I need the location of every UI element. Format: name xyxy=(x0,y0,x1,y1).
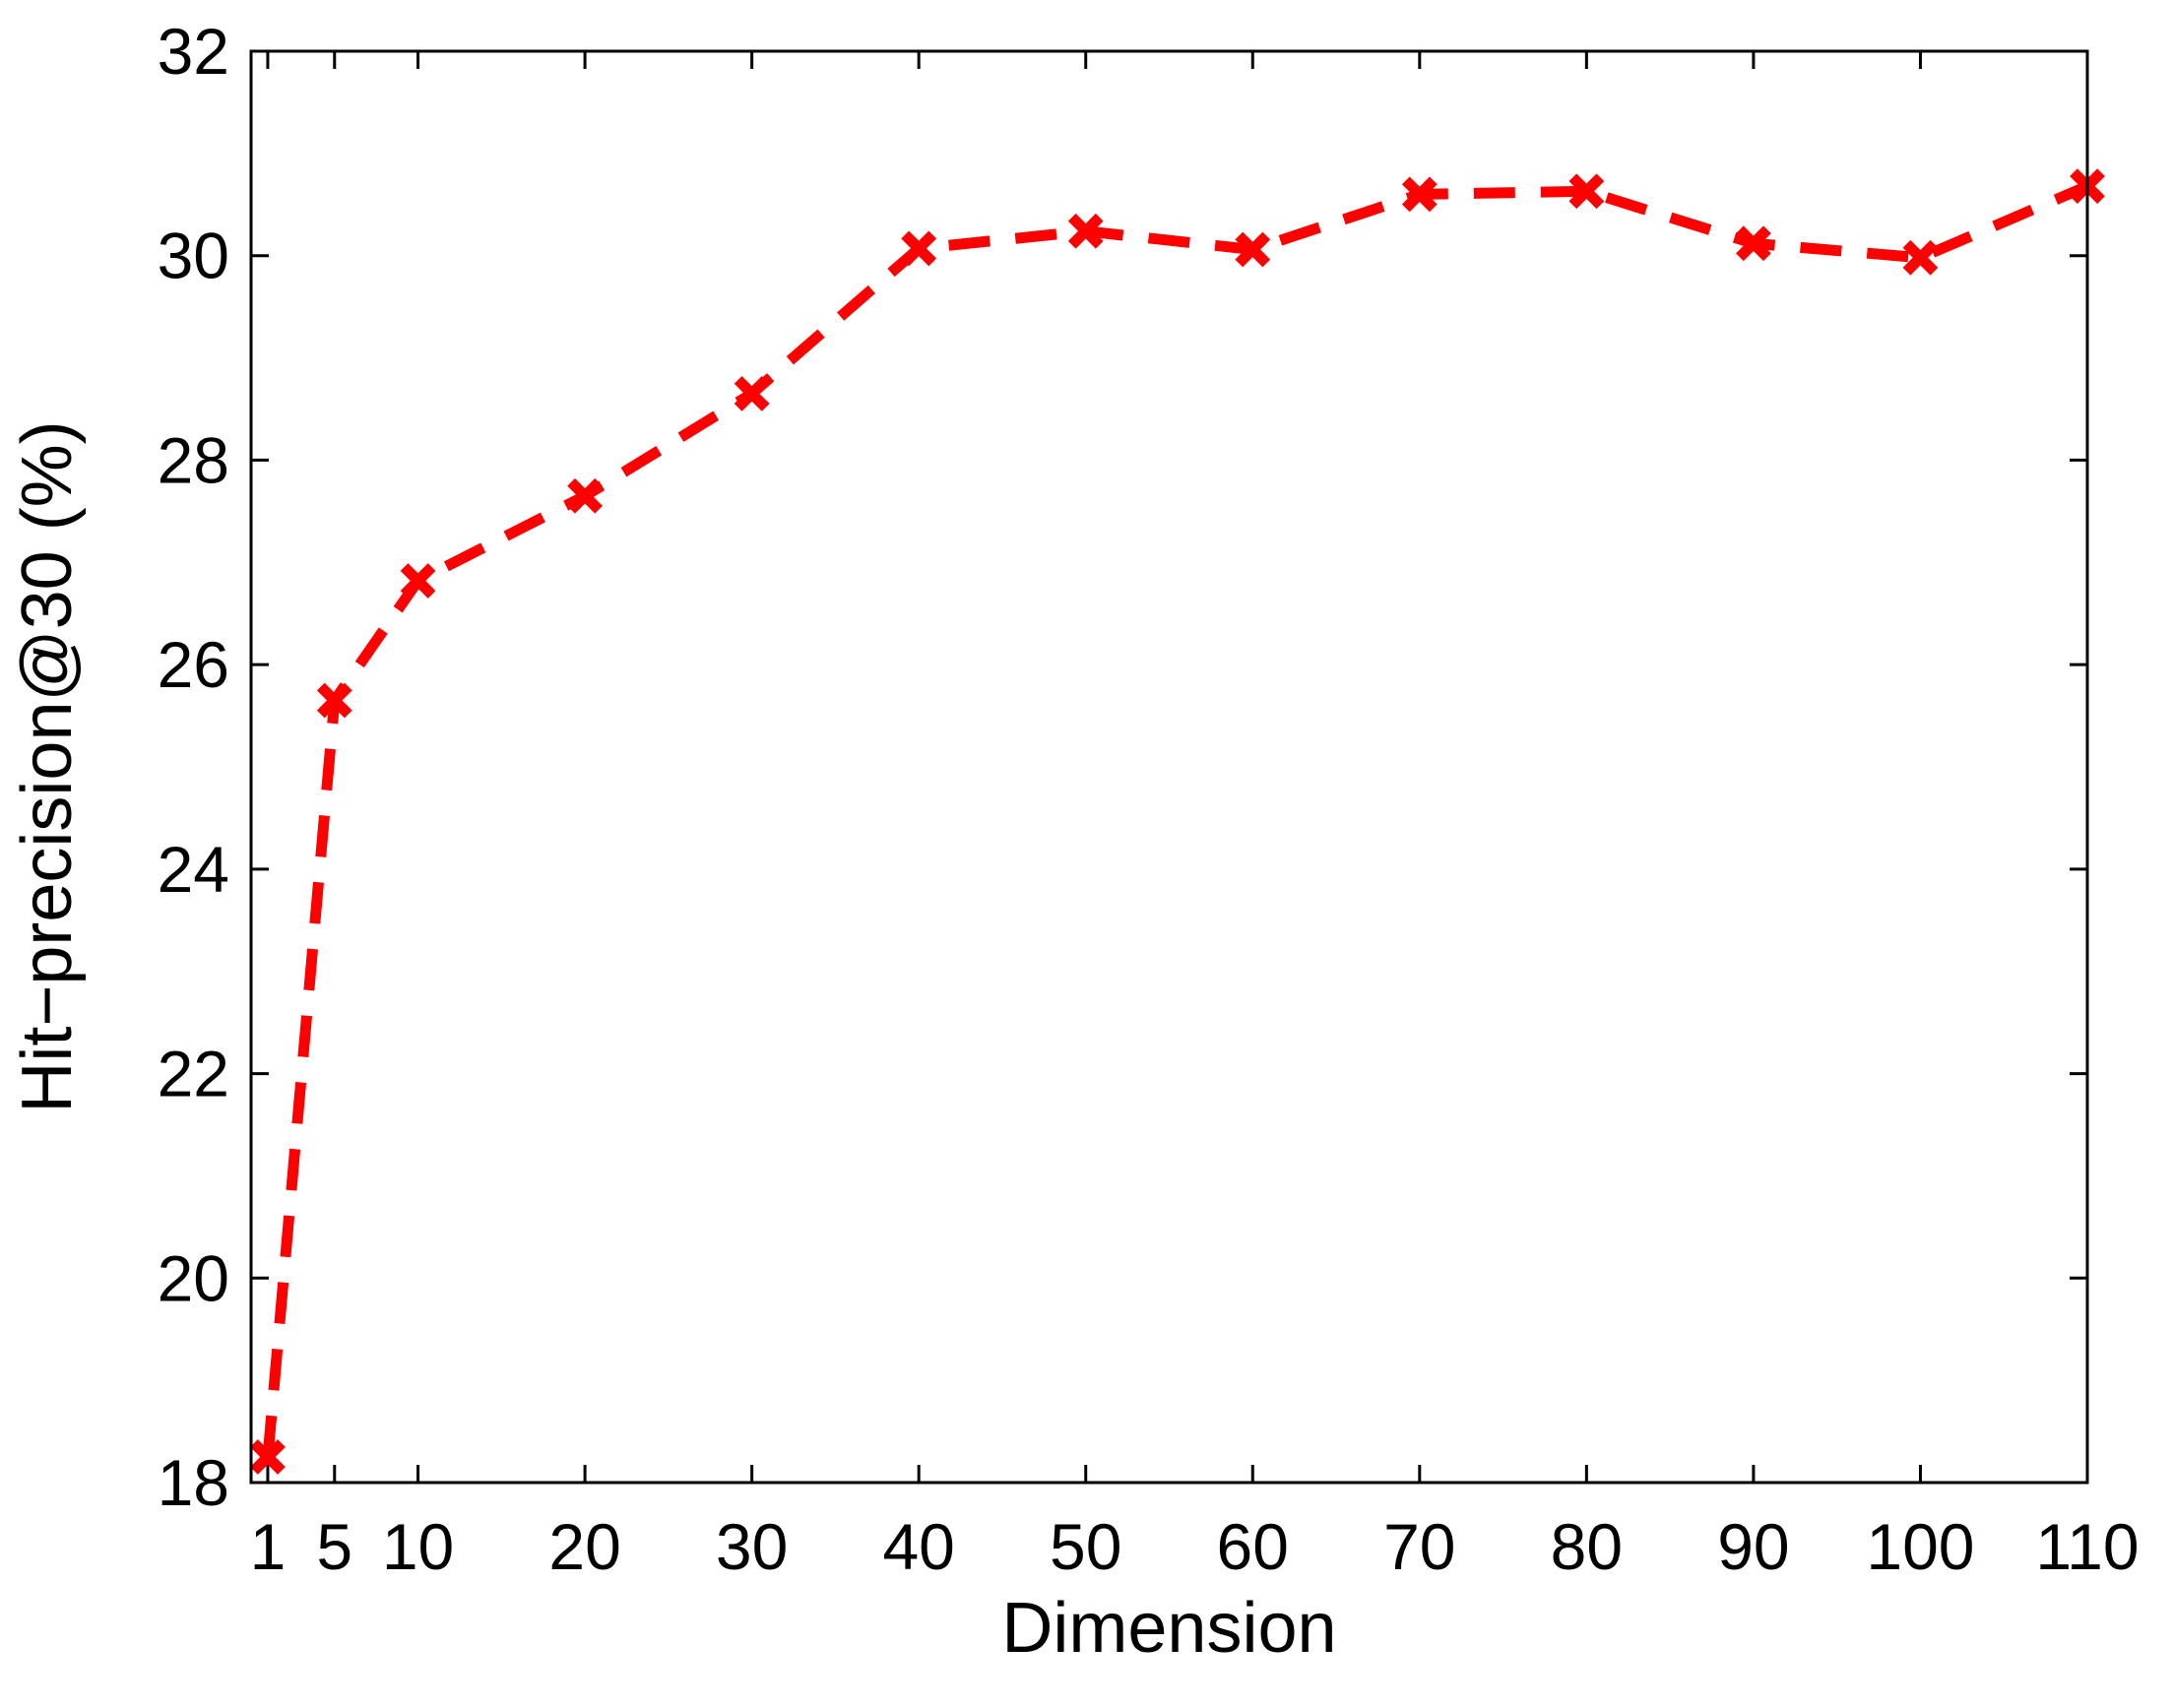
y-tick-label: 18 xyxy=(158,1446,229,1519)
x-tick-label: 50 xyxy=(1050,1510,1121,1583)
data-point-marker xyxy=(250,1439,286,1475)
x-tick-label: 90 xyxy=(1717,1510,1789,1583)
data-point-marker xyxy=(1401,176,1438,213)
x-tick-label: 1 xyxy=(250,1510,287,1583)
axes-frame xyxy=(249,49,2089,1485)
data-point-marker xyxy=(316,682,352,719)
x-tick-label: 40 xyxy=(882,1510,954,1583)
y-tick-label: 20 xyxy=(158,1241,229,1314)
x-tick-label: 80 xyxy=(1551,1510,1623,1583)
data-point-marker xyxy=(1067,213,1104,249)
x-axis-title: Dimension xyxy=(1001,1589,1336,1668)
y-axis-ticks: 18 20 22 24 26 28 30 32 xyxy=(158,15,2087,1519)
x-tick-label: 10 xyxy=(382,1510,454,1583)
x-tick-label: 100 xyxy=(1866,1510,1974,1583)
y-axis-title: Hit−precision@30 (%) xyxy=(8,420,87,1112)
data-point-marker xyxy=(901,230,937,267)
x-tick-label: 30 xyxy=(716,1510,788,1583)
data-point-marker xyxy=(1902,239,1939,276)
x-tick-label: 5 xyxy=(316,1510,352,1583)
x-tick-label: 70 xyxy=(1383,1510,1455,1583)
y-tick-label: 24 xyxy=(158,833,229,906)
x-tick-label: 110 xyxy=(2035,1510,2139,1583)
series-layer xyxy=(250,168,2105,1475)
data-point-marker xyxy=(734,376,770,411)
data-point-marker xyxy=(567,477,603,514)
y-tick-label: 30 xyxy=(158,220,229,292)
x-tick-label: 20 xyxy=(548,1510,620,1583)
y-tick-label: 28 xyxy=(158,423,229,496)
data-point-marker xyxy=(1568,173,1605,210)
data-point-marker xyxy=(400,563,436,599)
x-axis-ticks: 1 5 10 20 30 40 50 60 70 80 90 100 110 xyxy=(250,51,2140,1583)
data-point-marker xyxy=(1235,231,1271,268)
y-tick-label: 32 xyxy=(158,15,229,88)
x-tick-label: 60 xyxy=(1217,1510,1289,1583)
data-point-marker xyxy=(1736,225,1771,262)
y-tick-label: 22 xyxy=(158,1038,229,1110)
y-tick-label: 26 xyxy=(158,628,229,701)
